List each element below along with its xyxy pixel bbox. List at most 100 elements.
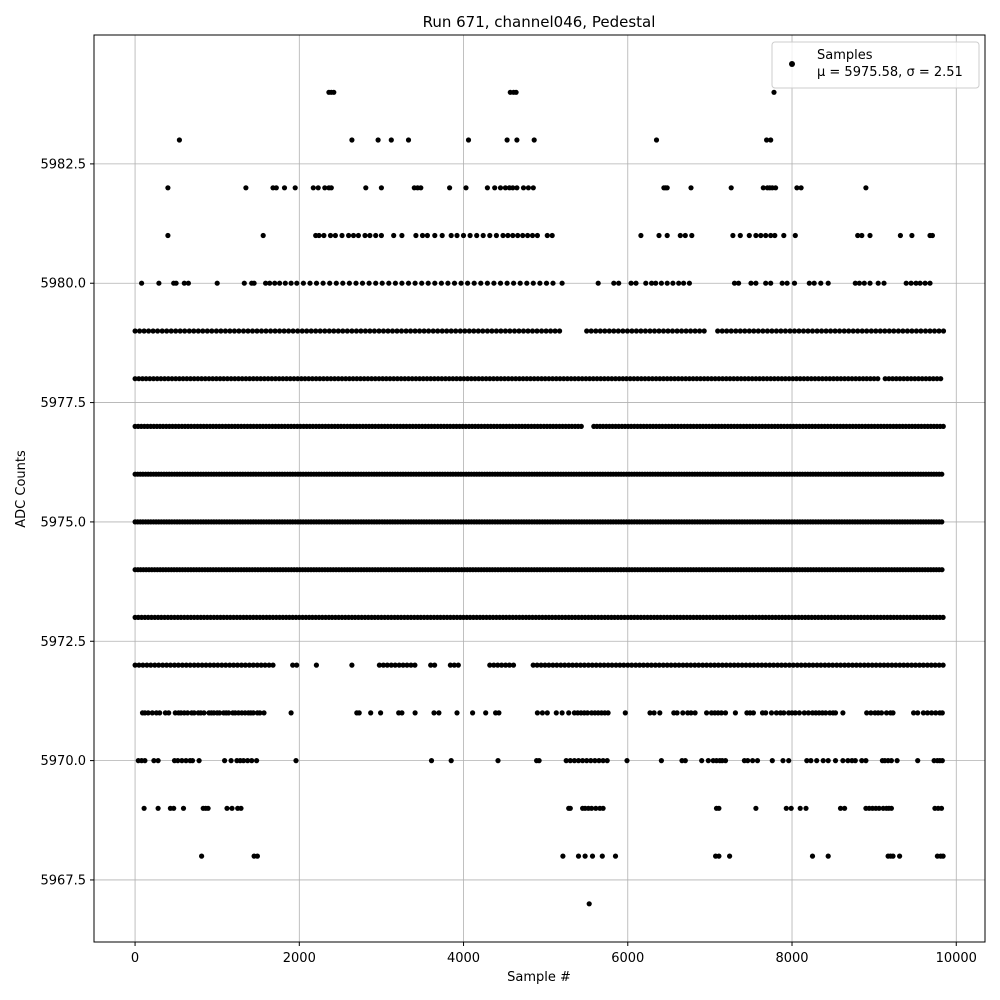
legend-box bbox=[771, 41, 980, 89]
data-point bbox=[753, 376, 759, 382]
data-point bbox=[927, 376, 933, 382]
data-point bbox=[918, 328, 924, 334]
data-point bbox=[281, 328, 287, 334]
data-point bbox=[195, 376, 201, 382]
data-point bbox=[814, 758, 820, 764]
data-point bbox=[822, 662, 828, 668]
data-point bbox=[881, 280, 887, 286]
data-point bbox=[183, 662, 189, 668]
data-point bbox=[272, 280, 278, 286]
data-point bbox=[228, 758, 234, 764]
data-point bbox=[276, 376, 282, 382]
data-point bbox=[904, 328, 911, 334]
data-point bbox=[384, 662, 390, 668]
data-point bbox=[794, 185, 800, 191]
data-point bbox=[162, 376, 168, 382]
data-point bbox=[214, 280, 220, 286]
data-point bbox=[254, 662, 260, 668]
data-point bbox=[453, 328, 459, 334]
data-point bbox=[210, 376, 216, 382]
data-point bbox=[771, 89, 777, 95]
data-point bbox=[629, 328, 635, 334]
data-point bbox=[737, 328, 743, 334]
data-point bbox=[388, 137, 394, 143]
data-point bbox=[563, 758, 569, 764]
data-point bbox=[809, 328, 816, 334]
data-point bbox=[471, 280, 477, 286]
data-point bbox=[768, 280, 774, 286]
data-point bbox=[588, 328, 594, 334]
data-point bbox=[660, 376, 667, 382]
data-point bbox=[913, 328, 920, 334]
data-point bbox=[227, 662, 233, 668]
data-point bbox=[149, 710, 155, 716]
data-point bbox=[649, 376, 656, 382]
data-point bbox=[897, 232, 904, 239]
data-point bbox=[609, 662, 615, 668]
data-point bbox=[787, 328, 793, 334]
data-point bbox=[828, 328, 834, 334]
data-point bbox=[652, 662, 659, 668]
data-point bbox=[653, 376, 659, 382]
data-point bbox=[203, 662, 209, 668]
data-point bbox=[750, 758, 756, 764]
data-point bbox=[832, 328, 838, 334]
data-point bbox=[505, 232, 511, 239]
data-point bbox=[405, 280, 412, 286]
data-point bbox=[168, 328, 174, 334]
data-point bbox=[814, 662, 820, 668]
data-point bbox=[288, 280, 294, 286]
data-point bbox=[254, 376, 260, 382]
data-point bbox=[796, 328, 802, 334]
data-point bbox=[856, 376, 863, 382]
data-point bbox=[767, 662, 773, 668]
data-point bbox=[656, 232, 662, 239]
data-point bbox=[310, 185, 316, 191]
data-point bbox=[322, 185, 328, 191]
data-point bbox=[557, 376, 563, 382]
data-point bbox=[929, 232, 936, 239]
data-point bbox=[664, 232, 670, 239]
data-point bbox=[656, 328, 662, 334]
data-point bbox=[665, 328, 671, 334]
x-tick-label: 6000 bbox=[611, 951, 644, 966]
data-point bbox=[366, 280, 372, 286]
data-point bbox=[604, 758, 610, 764]
chart-title: Run 671, channel046, Pedestal bbox=[423, 13, 656, 31]
data-point bbox=[236, 328, 242, 334]
data-point bbox=[239, 376, 245, 382]
data-point bbox=[708, 376, 715, 382]
data-point bbox=[517, 280, 523, 286]
legend-marker bbox=[789, 61, 795, 67]
data-point bbox=[929, 710, 935, 716]
data-point bbox=[282, 280, 288, 286]
x-tick-label: 4000 bbox=[447, 951, 480, 966]
data-point bbox=[901, 376, 907, 382]
data-point bbox=[664, 662, 670, 668]
data-point bbox=[670, 280, 676, 286]
data-point bbox=[553, 376, 559, 382]
data-point bbox=[850, 328, 856, 334]
data-point bbox=[810, 662, 816, 668]
data-point bbox=[727, 376, 733, 382]
data-point bbox=[616, 376, 622, 382]
data-point bbox=[196, 758, 202, 764]
data-point bbox=[852, 280, 858, 286]
data-point bbox=[525, 328, 531, 334]
data-point bbox=[682, 232, 688, 239]
data-point bbox=[534, 328, 540, 334]
data-point bbox=[589, 805, 595, 811]
data-point bbox=[520, 232, 526, 239]
data-point bbox=[173, 376, 179, 382]
data-point bbox=[840, 758, 846, 764]
data-point bbox=[380, 328, 387, 334]
data-point bbox=[487, 232, 493, 239]
data-point bbox=[759, 662, 765, 668]
data-point bbox=[391, 232, 397, 239]
data-point bbox=[290, 662, 296, 668]
data-point bbox=[432, 662, 438, 668]
data-point bbox=[779, 280, 785, 286]
data-point bbox=[367, 328, 373, 334]
data-point bbox=[798, 662, 804, 668]
data-point bbox=[727, 853, 733, 859]
